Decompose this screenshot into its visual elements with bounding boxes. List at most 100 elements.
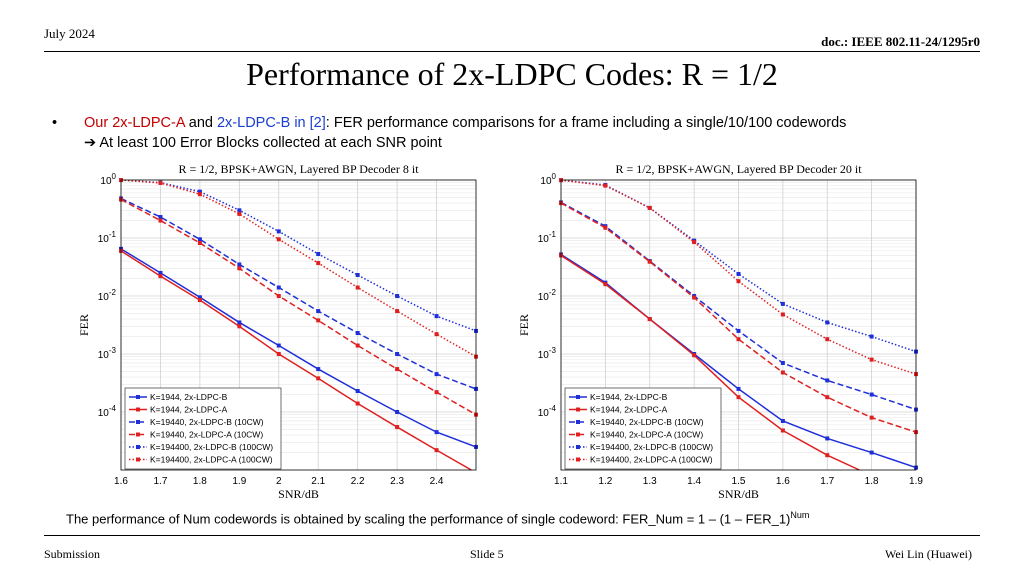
series-line	[120, 197, 477, 390]
series-line	[120, 248, 477, 448]
data-point	[316, 251, 321, 256]
y-tick-label: 10-3	[538, 346, 557, 361]
data-point	[825, 320, 830, 325]
data-point	[825, 436, 830, 441]
x-tick-label: 1.8	[193, 476, 207, 487]
data-point	[780, 370, 785, 375]
data-point	[780, 301, 785, 306]
data-point	[869, 450, 874, 455]
legend-entry: K=194400, 2x-LDPC-B (100CW)	[150, 442, 273, 452]
header-date: July 2024	[44, 26, 95, 41]
chart-title: R = 1/2, BPSK+AWGN, Layered BP Decoder 2…	[615, 162, 862, 176]
legend-entry: K=19440, 2x-LDPC-A (10CW)	[150, 430, 263, 440]
x-tick-label: 2.1	[311, 476, 325, 487]
bullet-line-2: ➔ At least 100 Error Blocks collected at…	[84, 135, 442, 151]
legend-marker	[136, 395, 140, 399]
footer-slide-number: Slide 5	[470, 547, 504, 561]
x-tick-label: 1.5	[732, 476, 746, 487]
data-point	[869, 334, 874, 339]
legend-marker	[576, 457, 580, 462]
data-point	[197, 237, 202, 242]
x-tick-label: 1.6	[776, 476, 790, 487]
x-tick-label: 2.4	[430, 476, 444, 487]
data-point	[276, 237, 281, 242]
header-rule	[44, 51, 980, 52]
y-tick-label: 10-1	[538, 230, 557, 245]
data-point	[316, 367, 321, 372]
data-point	[869, 392, 874, 397]
data-point	[276, 285, 281, 290]
data-point	[603, 225, 608, 230]
slide-title: Performance of 2x-LDPC Codes: R = 1/2	[246, 56, 778, 92]
x-tick-label: 1.9	[909, 476, 923, 487]
legend-marker	[136, 445, 140, 449]
data-point	[237, 211, 242, 216]
y-tick-label: 100	[540, 172, 556, 187]
series-line	[120, 179, 477, 358]
legend-marker	[576, 432, 580, 437]
legend-marker	[576, 420, 580, 424]
legend-marker	[136, 457, 140, 462]
data-point	[736, 395, 741, 400]
x-tick-label: 2.2	[351, 476, 365, 487]
data-point	[647, 259, 652, 264]
data-point	[434, 430, 439, 435]
x-tick-label: 1.6	[114, 476, 128, 487]
data-point	[825, 337, 830, 342]
data-point	[158, 215, 163, 220]
footnote: The performance of Num codewords is obta…	[66, 510, 809, 526]
data-point	[434, 390, 439, 395]
data-point	[158, 270, 163, 275]
data-point	[355, 285, 360, 290]
data-point	[434, 332, 439, 337]
x-tick-label: 1.9	[232, 476, 246, 487]
data-point	[780, 428, 785, 433]
data-point	[276, 343, 281, 348]
legend-entry: K=1944, 2x-LDPC-A	[590, 405, 668, 415]
data-point	[825, 395, 830, 400]
x-tick-label: 2	[276, 476, 282, 487]
data-point	[825, 378, 830, 383]
chart-title: R = 1/2, BPSK+AWGN, Layered BP Decoder 8…	[178, 162, 419, 176]
chart-left-container: 100 10-1 10-2 10-3 10-4 1.6 1.7 1.8 1.9 2 2.1 2.2 2.…	[76, 160, 496, 505]
data-point	[355, 389, 360, 394]
bullet-marker: •	[52, 115, 58, 131]
series-line	[560, 202, 917, 433]
data-point	[355, 273, 360, 278]
x-axis-label: SNR/dB	[718, 487, 759, 500]
footnote-sup: Num	[790, 510, 810, 520]
data-point	[647, 317, 652, 322]
chart-right-container: 100 10-1 10-2 10-3 10-4 1.1 1.2 1.3 1.4 1.5 1.6 1.7…	[516, 160, 936, 505]
bullet-and: and	[184, 115, 217, 131]
legend-marker	[136, 420, 140, 424]
data-point	[434, 314, 439, 319]
legend-entry: K=1944, 2x-LDPC-B	[590, 392, 668, 402]
data-point	[237, 320, 242, 325]
data-point	[736, 328, 741, 333]
data-point	[316, 261, 321, 266]
legend-box	[124, 387, 282, 470]
data-point	[780, 418, 785, 423]
y-tick-label: 100	[100, 172, 116, 187]
data-point	[355, 331, 360, 336]
data-point	[316, 376, 321, 381]
data-point	[395, 294, 400, 298]
legend-entry: K=19440, 2x-LDPC-B (10CW)	[150, 417, 264, 427]
data-point	[276, 352, 281, 356]
series-line	[560, 254, 860, 471]
x-tick-label: 1.1	[554, 476, 568, 487]
header-doc-id: doc.: IEEE 802.11-24/1295r0	[821, 34, 980, 49]
data-point	[692, 353, 697, 358]
fer-chart-20-iterations: 100 10-1 10-2 10-3 10-4 1.1 1.2 1.3 1.4 1.5 1.6 1.7…	[517, 162, 923, 501]
data-point	[316, 318, 321, 323]
x-tick-label: 1.2	[598, 476, 612, 487]
series-line	[120, 179, 477, 332]
data-point	[355, 401, 360, 406]
data-point	[197, 298, 202, 303]
legend-entry: K=194400, 2x-LDPC-A (100CW)	[590, 455, 713, 465]
legend-marker	[136, 432, 140, 437]
data-point	[197, 240, 202, 245]
data-point	[276, 294, 281, 298]
footer-author: Wei Lin (Huawei)	[885, 547, 972, 561]
data-point	[355, 343, 360, 348]
